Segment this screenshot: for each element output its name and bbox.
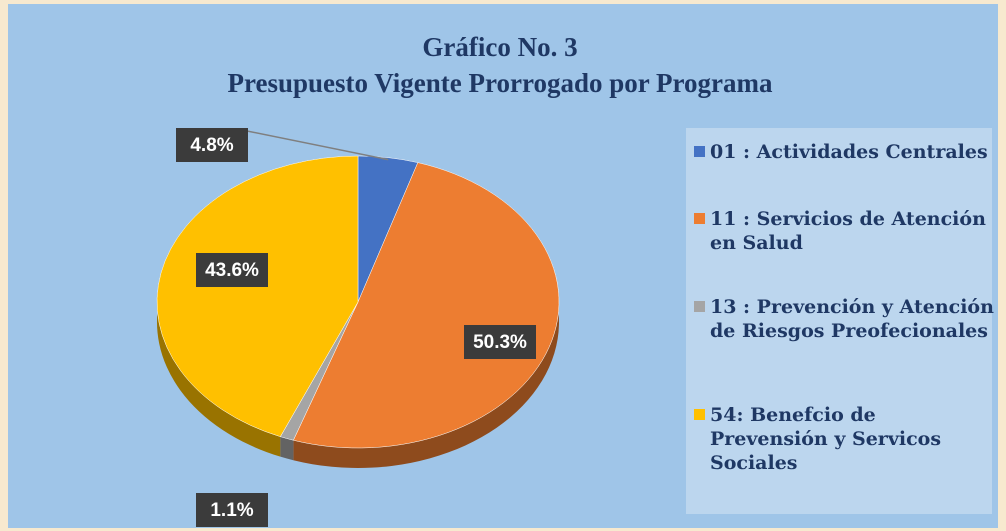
- legend-swatch: [694, 213, 705, 224]
- chart-title: Gráfico No. 3: [422, 32, 577, 62]
- pie-tops: [156, 155, 560, 449]
- legend-label: 13 : Prevención y Atención de Riesgos Pr…: [710, 296, 994, 342]
- legend-item: 54: Benefcio de Prevensión y Servicos So…: [694, 403, 1000, 475]
- legend-item: 11 : Servicios de Atención en Salud: [694, 207, 1000, 255]
- label-box: [464, 325, 536, 359]
- legend-label: 11 : Servicios de Atención en Salud: [710, 208, 986, 254]
- legend-swatch: [694, 146, 705, 157]
- data-label: 4.8%: [190, 135, 233, 156]
- data-label: 1.1%: [210, 500, 253, 521]
- data-label: 43.6%: [205, 260, 259, 281]
- legend: 01 : Actividades Centrales 11 : Servicios…: [686, 128, 994, 514]
- label-box: [176, 128, 248, 162]
- legend-label: 01 : Actividades Centrales: [710, 141, 988, 163]
- leader-line: [246, 130, 389, 161]
- slice: [293, 162, 560, 449]
- legend-item: 13 : Prevención y Atención de Riesgos Pr…: [694, 295, 1000, 343]
- legend-label: 54: Benefcio de Prevensión y Servicos So…: [710, 404, 942, 474]
- legend-swatch: [694, 301, 705, 312]
- label-box: [196, 493, 268, 527]
- label-box: [196, 253, 268, 287]
- legend-swatch: [694, 409, 705, 420]
- slice-side: [280, 436, 294, 461]
- chart-subtitle: Presupuesto Vigente Prorrogado por Progr…: [228, 68, 773, 98]
- slice: [156, 155, 359, 437]
- legend-item: 01 : Actividades Centrales: [694, 140, 1000, 164]
- data-label: 50.3%: [473, 332, 527, 353]
